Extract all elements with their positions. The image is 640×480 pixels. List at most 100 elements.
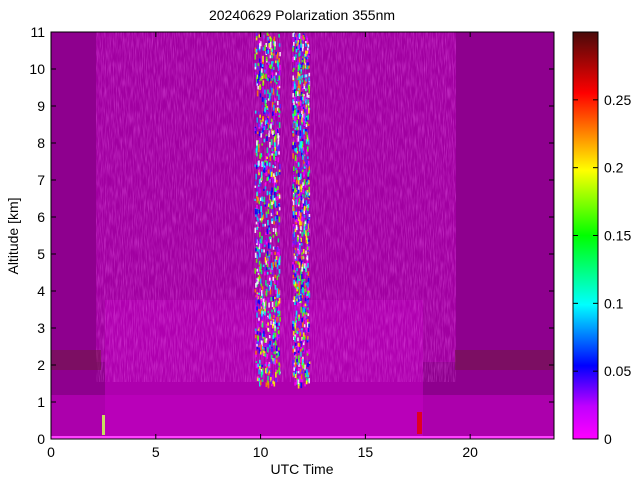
speckle-cell [298,101,300,106]
speckle-cell [302,109,304,115]
speckle-cell [292,57,294,62]
speckle-cell [296,123,298,129]
speckle-cell [260,337,262,343]
speckle-cell [275,89,277,94]
speckle-cell [300,344,303,351]
speckle-cell [266,267,268,271]
speckle-cell [305,369,308,372]
speckle-cell [305,235,308,240]
speckle-cell [258,169,260,176]
speckle-cell [307,176,309,179]
speckle-cell [301,263,304,269]
speckle-cell [275,171,278,177]
speckle-cell [266,48,268,54]
speckle-cell [270,380,272,385]
speckle-cell [304,155,306,162]
speckle-cell [269,200,272,205]
speckle-cell [296,36,298,42]
speckle-cell [273,154,275,160]
speckle-cell [264,182,267,185]
speckle-cell [269,313,271,320]
speckle-cell [306,180,309,184]
speckle-cell [308,349,310,355]
speckle-cell [308,65,310,69]
speckle-cell [261,249,263,253]
speckle-cell [292,45,295,48]
speckle-cell [276,107,279,111]
speckle-cell [267,46,269,53]
speckle-cell [307,338,310,343]
speckle-cell [275,111,278,116]
speckle-cell [297,71,299,77]
speckle-cell [297,40,299,45]
speckle-cell [301,203,303,208]
speckle-cell [301,283,304,289]
speckle-cell [293,142,296,146]
speckle-cell [303,135,306,141]
speckle-cell [269,64,271,68]
speckle-cell [303,129,305,135]
speckle-cell [254,72,257,75]
speckle-cell [272,195,274,201]
speckle-cell [305,230,307,236]
speckle-cell [307,41,309,46]
speckle-cell [296,378,298,381]
speckle-cell [264,347,266,352]
speckle-cell [295,108,298,113]
speckle-cell [292,145,294,150]
speckle-cell [274,146,276,153]
speckle-cell [264,308,266,313]
speckle-cell [272,177,274,184]
speckle-cell [307,328,310,332]
speckle-cell [262,214,265,219]
speckle-cell [296,297,298,301]
speckle-cell [308,215,311,219]
x-tick-label: 15 [358,444,374,460]
speckle-cell [260,120,262,123]
speckle-cell [308,214,311,217]
speckle-cell [297,203,300,207]
speckle-cell [294,382,296,386]
speckle-cell [278,33,280,38]
speckle-cell [275,338,277,343]
speckle-cell [264,300,267,307]
speckle-cell [258,137,261,144]
speckle-cell [278,221,281,226]
speckle-cell [263,307,265,310]
speckle-cell [276,215,278,220]
speckle-cell [300,323,302,326]
speckle-cell [273,130,275,135]
speckle-cell [306,272,309,275]
speckle-cell [307,123,310,126]
speckle-cell [298,65,300,71]
speckle-cell [276,275,279,281]
speckle-cell [273,36,276,43]
speckle-cell [276,369,279,374]
speckle-cell [270,118,273,123]
speckle-cell [266,106,268,108]
speckle-cell [299,168,302,172]
speckle-cell [305,88,307,92]
speckle-cell [300,260,303,265]
speckle-cell [267,328,270,332]
speckle-cell [258,260,261,265]
speckle-cell [265,69,268,75]
speckle-cell [294,109,296,114]
speckle-cell [298,78,301,82]
speckle-cell [257,299,260,304]
speckle-cell [276,351,278,354]
speckle-cell [299,238,301,243]
speckle-cell [276,145,278,148]
speckle-cell [293,208,295,212]
speckle-cell [258,200,260,205]
speckle-cell [302,147,305,152]
speckle-cell [294,117,297,122]
speckle-cell [264,334,266,339]
speckle-cell [268,41,270,45]
speckle-cell [295,186,298,191]
speckle-cell [262,35,265,40]
speckle-cell [261,286,264,291]
speckle-cell [260,171,263,178]
y-tick-label: 0 [37,431,45,447]
speckle-cell [305,209,307,213]
